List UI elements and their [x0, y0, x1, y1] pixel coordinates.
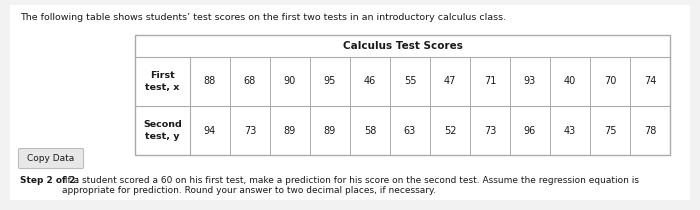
- Text: 73: 73: [244, 126, 256, 135]
- Text: 73: 73: [484, 126, 496, 135]
- Text: 75: 75: [603, 126, 616, 135]
- Text: 68: 68: [244, 76, 256, 87]
- Bar: [135, 35, 670, 155]
- Text: 43: 43: [564, 126, 576, 135]
- Text: 88: 88: [204, 76, 216, 87]
- Text: 95: 95: [324, 76, 336, 87]
- Text: 70: 70: [604, 76, 616, 87]
- Text: 55: 55: [404, 76, 416, 87]
- Text: Copy Data: Copy Data: [27, 154, 75, 163]
- Text: Second
test, y: Second test, y: [143, 120, 182, 141]
- Text: 78: 78: [644, 126, 656, 135]
- Text: 93: 93: [524, 76, 536, 87]
- Text: Calculus Test Scores: Calculus Test Scores: [342, 41, 463, 51]
- Text: The following table shows students’ test scores on the first two tests in an int: The following table shows students’ test…: [20, 13, 506, 22]
- FancyBboxPatch shape: [18, 148, 83, 168]
- Text: Step 2 of 2:: Step 2 of 2:: [20, 176, 79, 185]
- Text: 40: 40: [564, 76, 576, 87]
- Text: 89: 89: [324, 126, 336, 135]
- Text: First
test, x: First test, x: [146, 71, 180, 92]
- Text: 63: 63: [404, 126, 416, 135]
- Text: 71: 71: [484, 76, 496, 87]
- Text: If a student scored a 60 on his first test, make a prediction for his score on t: If a student scored a 60 on his first te…: [62, 176, 639, 195]
- Text: 47: 47: [444, 76, 456, 87]
- Text: 52: 52: [444, 126, 456, 135]
- Text: 46: 46: [364, 76, 376, 87]
- Text: 74: 74: [644, 76, 656, 87]
- Text: 94: 94: [204, 126, 216, 135]
- Text: 58: 58: [364, 126, 376, 135]
- Text: 90: 90: [284, 76, 296, 87]
- Text: 89: 89: [284, 126, 296, 135]
- Text: 96: 96: [524, 126, 536, 135]
